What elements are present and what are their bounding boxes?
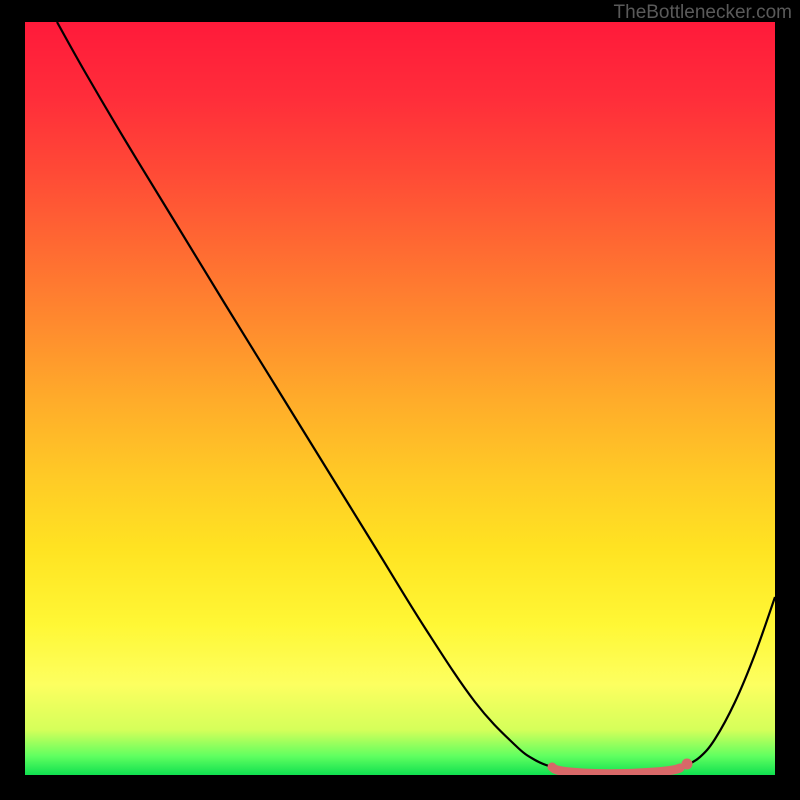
- watermark-text: TheBottlenecker.com: [614, 2, 792, 24]
- optimal-point-marker: [682, 759, 693, 770]
- optimal-range-highlight: [552, 767, 680, 774]
- chart-plot-area: [25, 22, 775, 775]
- bottleneck-curve: [57, 22, 775, 773]
- chart-curve-layer: [25, 22, 775, 775]
